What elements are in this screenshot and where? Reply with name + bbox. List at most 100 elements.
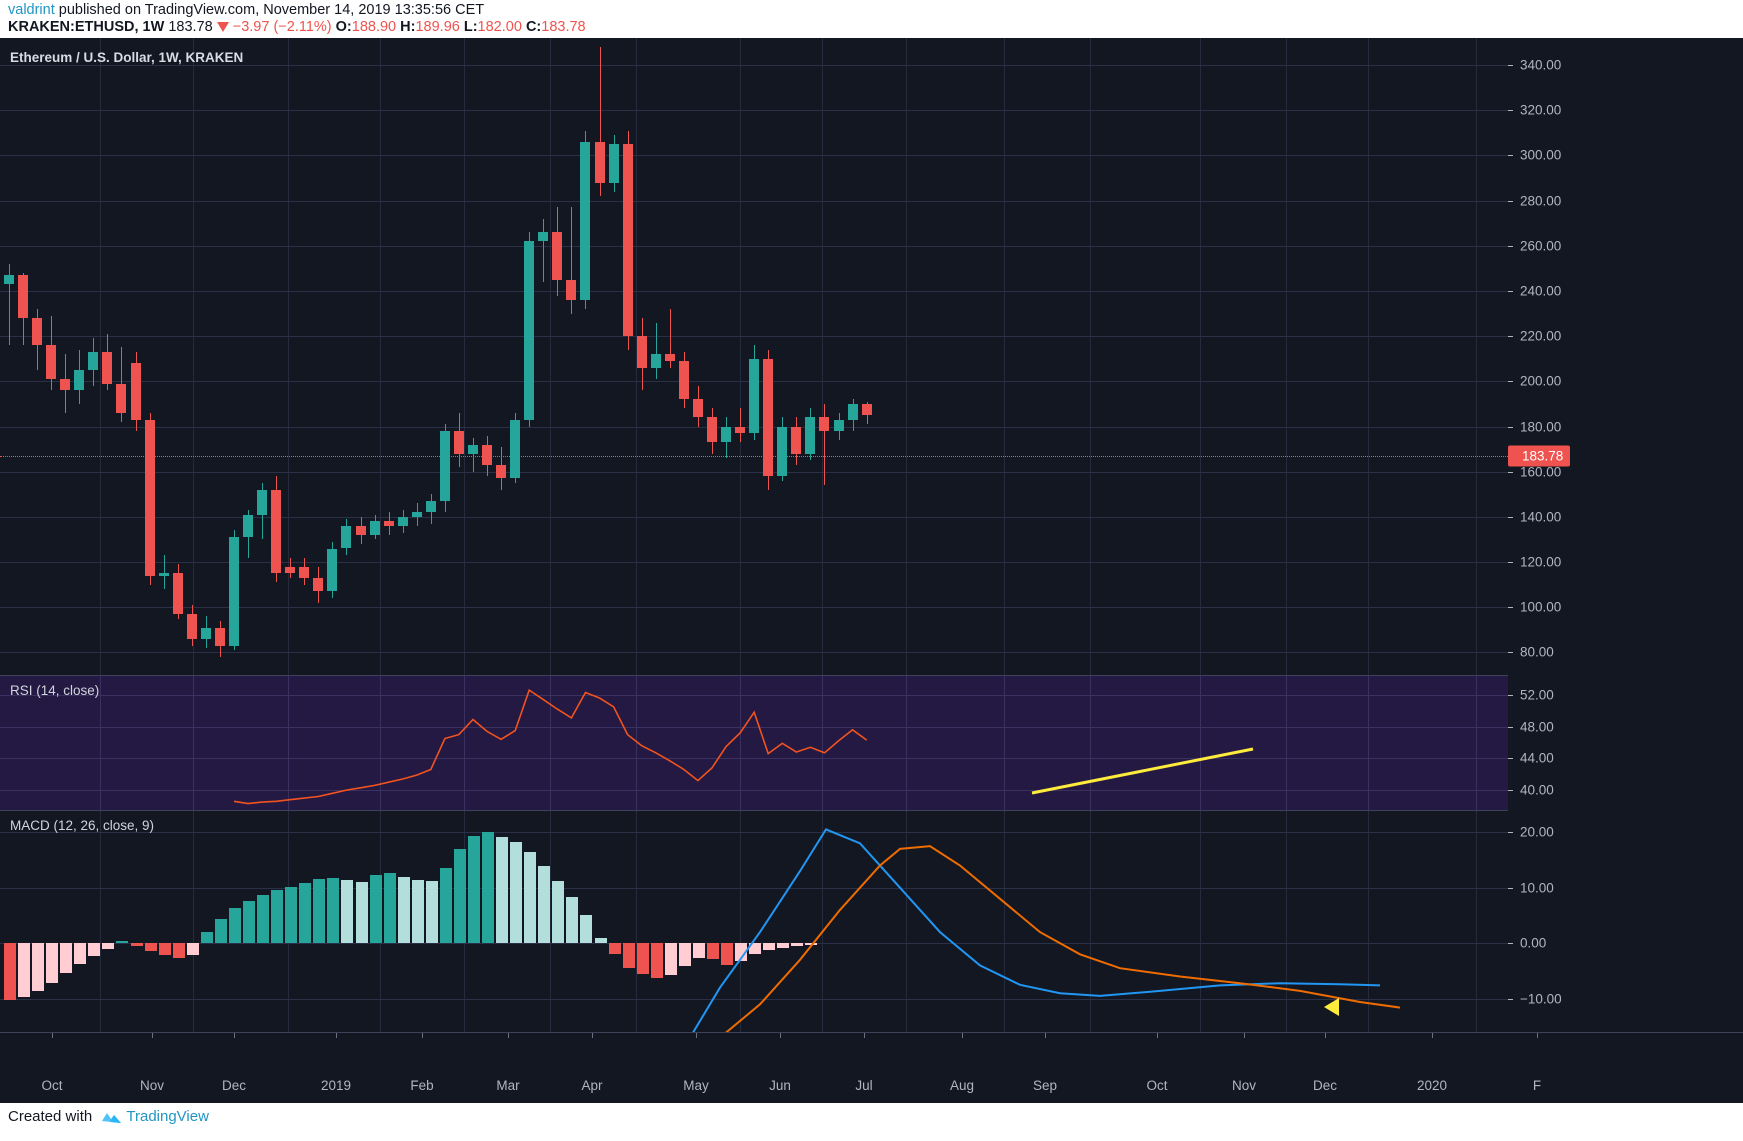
macd-axis[interactable]: 20.00 10.00 0.00 −10.00 xyxy=(1508,810,1743,1032)
grid-line-vertical xyxy=(822,38,823,675)
candle-wick xyxy=(824,403,825,486)
candle-body xyxy=(285,566,296,574)
macd-histogram-bar xyxy=(327,877,340,944)
grid-line-vertical xyxy=(740,38,741,675)
macd-line xyxy=(692,828,1381,1032)
axis-tick-label: 300.00 xyxy=(1520,147,1562,163)
candle-body xyxy=(467,444,478,454)
candle-wick xyxy=(656,322,657,380)
macd-histogram-bar xyxy=(172,943,185,958)
footer-attribution: Created with TradingView xyxy=(8,1108,209,1129)
axis-tick xyxy=(1508,246,1513,247)
last-price-badge: 183.78 xyxy=(1508,445,1571,467)
candle-body xyxy=(777,426,788,477)
candle-body xyxy=(721,426,732,443)
time-axis-tick xyxy=(1045,1033,1046,1038)
arrow-down-icon xyxy=(216,22,229,32)
rsi-pane[interactable] xyxy=(0,675,1508,810)
axis-tick xyxy=(1508,832,1513,833)
macd-histogram-bar xyxy=(313,879,326,944)
time-axis-tick xyxy=(864,1033,865,1038)
grid-line-vertical xyxy=(100,675,101,810)
time-axis-label: F xyxy=(1532,1078,1542,1093)
candle-body xyxy=(707,417,717,443)
grid-line-horizontal xyxy=(0,110,1508,111)
grid-line-vertical xyxy=(193,38,194,675)
grid-line-vertical xyxy=(1004,675,1005,810)
axis-tick xyxy=(1508,607,1513,608)
axis-tick xyxy=(1508,110,1513,111)
triangle-left-marker-icon[interactable] xyxy=(1324,998,1339,1016)
candle-body xyxy=(482,444,493,465)
macd-pane[interactable] xyxy=(0,810,1508,1032)
macd-histogram-bar xyxy=(650,943,663,978)
tradingview-brand[interactable]: TradingView xyxy=(126,1108,209,1125)
candle-body xyxy=(46,345,57,380)
tradingview-logo-icon xyxy=(101,1110,123,1129)
rsi-line xyxy=(233,688,1254,805)
grid-line-horizontal xyxy=(0,727,1508,728)
grid-line-horizontal xyxy=(0,246,1508,247)
publish-text: published on TradingView.com, November 1… xyxy=(54,2,485,18)
candle-body xyxy=(538,232,549,242)
axis-tick-label: 48.00 xyxy=(1520,719,1554,735)
macd-histogram-bar xyxy=(116,940,129,944)
time-axis-label: May xyxy=(683,1078,709,1093)
close-label: C: xyxy=(525,19,542,35)
rsi-axis[interactable]: 52.00 48.00 44.00 40.00 xyxy=(1508,675,1743,810)
candle-body xyxy=(102,351,113,384)
price-axis[interactable]: 340.00 320.00 300.00 280.00 260.00 240.00 220.… xyxy=(1508,38,1743,675)
low-value: 182.00 xyxy=(477,19,522,35)
grid-line-vertical xyxy=(740,675,741,810)
rsi-trendline[interactable] xyxy=(1031,747,1254,795)
axis-tick-label: −10.00 xyxy=(1520,991,1562,1007)
grid-line-vertical xyxy=(906,38,907,675)
time-axis-tick xyxy=(592,1033,593,1038)
close-value: 183.78 xyxy=(541,19,586,35)
grid-line-horizontal xyxy=(0,155,1508,156)
time-axis[interactable] xyxy=(0,1032,1743,1065)
grid-line-horizontal xyxy=(0,201,1508,202)
candle-body xyxy=(735,426,746,434)
macd-histogram-bar xyxy=(341,879,354,944)
candle-body xyxy=(397,516,408,526)
macd-histogram-bar xyxy=(707,943,719,959)
last-price: 183.78 xyxy=(168,19,213,35)
macd-histogram-bar xyxy=(271,890,284,944)
macd-histogram-bar xyxy=(186,943,199,956)
footer-prefix: Created with xyxy=(8,1108,97,1125)
symbol-label[interactable]: KRAKEN:ETHUSD, 1W xyxy=(8,19,165,35)
author-name[interactable]: valdrint xyxy=(8,2,55,18)
axis-tick xyxy=(1508,201,1513,202)
candle-body xyxy=(18,275,29,319)
candle-wick xyxy=(543,218,544,282)
chart-area[interactable]: 340.00 320.00 300.00 280.00 260.00 240.00 220.… xyxy=(0,38,1743,1103)
candle-body xyxy=(580,141,591,301)
price-pane[interactable] xyxy=(0,38,1508,675)
macd-histogram-bar xyxy=(538,865,551,944)
macd-histogram-bar xyxy=(777,943,790,948)
time-axis-label: Nov xyxy=(1231,1078,1257,1093)
grid-line-vertical xyxy=(550,38,551,675)
time-axis-tick xyxy=(1244,1033,1245,1038)
grid-line-horizontal xyxy=(0,472,1508,473)
candle-body xyxy=(847,403,858,420)
candle-wick xyxy=(9,263,10,346)
macd-histogram-bar xyxy=(763,943,776,950)
macd-histogram-bar xyxy=(552,881,565,944)
macd-histogram-bar xyxy=(74,943,87,965)
grid-line-vertical xyxy=(822,675,823,810)
axis-tick-label: 52.00 xyxy=(1520,687,1554,703)
candle-wick xyxy=(164,555,165,590)
candle-body xyxy=(805,417,816,454)
grid-line-vertical xyxy=(193,675,194,810)
macd-histogram-bar xyxy=(636,943,649,975)
candle-body xyxy=(552,232,563,280)
rsi-pane-title: RSI (14, close) xyxy=(10,683,100,698)
grid-line-vertical xyxy=(636,38,637,675)
grid-line-horizontal xyxy=(0,607,1508,608)
macd-histogram-bar xyxy=(257,894,270,944)
grid-line-vertical xyxy=(906,810,907,1032)
time-axis-tick xyxy=(234,1033,235,1038)
time-axis-tick xyxy=(696,1033,697,1038)
